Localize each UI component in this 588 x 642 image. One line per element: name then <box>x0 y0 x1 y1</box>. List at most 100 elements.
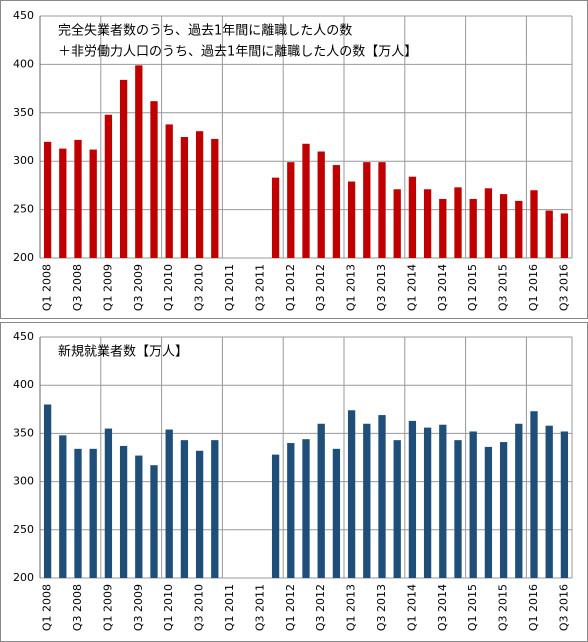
x-tick-label: Q3 2015 <box>497 584 510 631</box>
x-tick-label: Q3 2011 <box>253 264 266 311</box>
bar <box>165 124 173 258</box>
bar <box>195 131 204 258</box>
bar <box>454 440 462 578</box>
bar <box>165 429 173 578</box>
x-tick-label: Q3 2009 <box>132 264 145 311</box>
x-tick-label: Q1 2016 <box>527 264 540 311</box>
bar <box>347 181 356 258</box>
bar <box>408 176 417 258</box>
bar <box>363 423 371 578</box>
bar <box>378 415 386 578</box>
bar <box>332 448 341 578</box>
bar <box>560 431 569 578</box>
y-tick-label: 250 <box>13 523 34 536</box>
bar <box>104 114 113 259</box>
x-tick-label: Q1 2012 <box>284 584 297 631</box>
x-tick-label: Q1 2009 <box>101 264 114 311</box>
bar <box>195 450 204 578</box>
x-tick-label: Q1 2010 <box>162 584 175 631</box>
bar <box>119 79 128 258</box>
panel <box>0 0 588 319</box>
x-tick-label: Q3 2014 <box>436 584 449 631</box>
bar <box>135 65 143 258</box>
x-tick-label: Q1 2011 <box>223 264 236 311</box>
x-tick-label: Q3 2015 <box>497 264 510 311</box>
bar <box>43 404 52 578</box>
x-tick-label: Q1 2016 <box>527 584 540 631</box>
bar <box>530 411 538 578</box>
bar <box>439 424 447 578</box>
bar <box>423 427 432 578</box>
y-tick-label: 400 <box>13 57 34 70</box>
bar <box>43 141 52 258</box>
bar <box>180 440 189 578</box>
bar <box>74 139 82 258</box>
y-tick-label: 200 <box>13 251 34 264</box>
bar <box>287 162 295 258</box>
bar <box>271 454 280 578</box>
x-tick-label: Q3 2011 <box>253 584 266 631</box>
bar <box>211 440 219 578</box>
y-tick-label: 350 <box>13 426 34 439</box>
bar <box>499 194 508 258</box>
y-tick-label: 250 <box>13 203 34 216</box>
x-tick-label: Q3 2010 <box>193 584 206 631</box>
x-tick-label: Q3 2008 <box>71 584 84 631</box>
y-tick-label: 350 <box>13 106 34 119</box>
bar <box>363 162 371 258</box>
bar <box>317 423 325 578</box>
bar <box>59 435 67 578</box>
chart-title: 完全失業者数のうち、過去1年間に離職した人の数 <box>58 23 352 39</box>
x-tick-label: Q1 2013 <box>345 584 358 631</box>
bar <box>302 439 310 578</box>
bar <box>74 448 82 578</box>
x-tick-label: Q1 2011 <box>223 584 236 631</box>
x-tick-label: Q3 2012 <box>314 264 327 311</box>
bar <box>408 420 417 578</box>
bar <box>150 101 158 259</box>
bar <box>89 448 97 578</box>
y-tick-label: 400 <box>13 378 34 391</box>
bar <box>271 177 280 258</box>
bar <box>484 188 493 258</box>
bar <box>150 465 158 578</box>
x-tick-label: Q3 2008 <box>71 264 84 311</box>
y-tick-label: 300 <box>13 475 34 488</box>
bar <box>423 189 432 258</box>
bar <box>469 198 477 258</box>
x-tick-label: Q1 2015 <box>466 264 479 311</box>
bar <box>515 423 523 578</box>
x-tick-label: Q1 2014 <box>405 264 418 311</box>
x-tick-label: Q3 2012 <box>314 584 327 631</box>
x-tick-label: Q1 2009 <box>101 584 114 631</box>
bar <box>560 213 569 258</box>
bar <box>515 200 523 258</box>
bar <box>469 431 477 578</box>
x-tick-label: Q1 2010 <box>162 264 175 311</box>
x-tick-label: Q1 2008 <box>41 584 54 631</box>
x-tick-label: Q1 2015 <box>466 584 479 631</box>
bar <box>104 428 113 578</box>
bar <box>393 189 401 258</box>
x-tick-label: Q3 2013 <box>375 264 388 311</box>
bar <box>393 440 401 578</box>
bar <box>89 149 97 258</box>
bar <box>287 443 295 578</box>
x-tick-label: Q3 2016 <box>557 264 570 311</box>
y-tick-label: 450 <box>13 9 34 22</box>
bar <box>545 425 553 578</box>
x-tick-label: Q1 2008 <box>41 264 54 311</box>
bar <box>484 446 493 578</box>
bar <box>119 445 128 578</box>
x-tick-label: Q1 2012 <box>284 264 297 311</box>
x-tick-label: Q3 2009 <box>132 584 145 631</box>
x-tick-label: Q3 2010 <box>193 264 206 311</box>
bar <box>530 190 538 258</box>
bar <box>211 138 219 258</box>
bar <box>135 455 143 578</box>
bar <box>378 162 386 258</box>
bar <box>439 198 447 258</box>
bar <box>59 148 67 258</box>
